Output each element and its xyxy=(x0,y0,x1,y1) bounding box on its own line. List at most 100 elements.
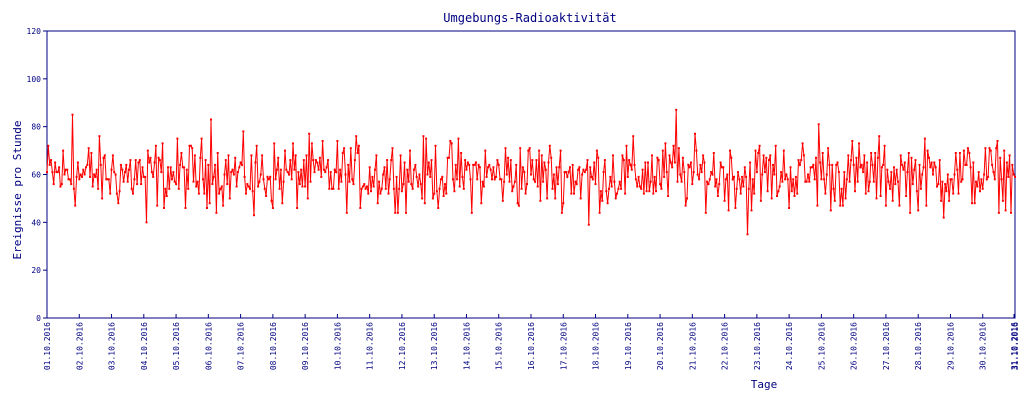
data-point xyxy=(98,135,101,138)
data-point xyxy=(114,173,117,176)
x-tick-label: 14.10.2016 xyxy=(462,322,471,370)
data-point xyxy=(782,149,785,152)
x-tick-label: 03.10.2016 xyxy=(108,322,117,370)
data-point xyxy=(745,175,748,178)
data-point xyxy=(960,180,963,183)
data-point xyxy=(812,163,815,166)
data-point xyxy=(391,147,394,150)
data-point xyxy=(879,195,882,197)
data-point xyxy=(497,163,500,166)
data-point xyxy=(790,190,793,193)
data-point xyxy=(372,185,375,188)
data-point xyxy=(551,187,554,190)
data-point xyxy=(637,175,640,178)
data-point xyxy=(683,171,686,174)
data-point xyxy=(850,159,852,162)
y-tick-label: 40 xyxy=(31,218,41,227)
data-point xyxy=(191,147,194,150)
data-point xyxy=(109,192,112,195)
data-point xyxy=(321,140,324,142)
data-point xyxy=(141,166,144,169)
data-point xyxy=(917,209,920,212)
data-point xyxy=(902,168,905,171)
data-point xyxy=(988,147,991,150)
data-point xyxy=(200,137,203,140)
data-point xyxy=(417,185,420,188)
data-point xyxy=(875,197,878,200)
data-point xyxy=(632,135,635,138)
data-point xyxy=(909,211,912,214)
data-point xyxy=(133,178,136,181)
data-point xyxy=(501,199,504,202)
data-point xyxy=(653,175,656,178)
data-point xyxy=(323,168,325,171)
data-point xyxy=(87,147,90,150)
data-point xyxy=(813,178,816,181)
data-point xyxy=(407,180,410,183)
data-point xyxy=(388,178,391,181)
data-point xyxy=(991,163,994,166)
data-point xyxy=(183,166,186,169)
data-point xyxy=(625,144,628,147)
data-point xyxy=(870,152,873,154)
data-point xyxy=(922,166,925,169)
data-point xyxy=(197,192,200,195)
data-point xyxy=(768,159,770,162)
data-point xyxy=(629,163,632,166)
data-point xyxy=(398,187,401,190)
data-point xyxy=(851,140,854,142)
data-point xyxy=(286,171,289,174)
data-point xyxy=(458,185,461,188)
data-point xyxy=(441,175,444,178)
data-point xyxy=(698,178,701,181)
data-point xyxy=(860,163,863,166)
data-point xyxy=(676,180,679,183)
data-point xyxy=(921,173,924,176)
data-point xyxy=(468,163,471,166)
data-point xyxy=(110,168,113,171)
data-point xyxy=(944,183,947,186)
data-point xyxy=(86,163,89,166)
data-point xyxy=(659,183,662,186)
data-point xyxy=(797,159,800,162)
data-point xyxy=(152,175,155,178)
data-point xyxy=(1005,161,1008,164)
data-point xyxy=(125,163,128,166)
data-point xyxy=(85,166,87,169)
x-tick-label: 19.10.2016 xyxy=(624,322,633,370)
data-point xyxy=(71,113,74,116)
data-point xyxy=(616,192,618,195)
data-point xyxy=(780,171,783,174)
data-point xyxy=(751,178,754,181)
data-point xyxy=(761,173,764,176)
data-point xyxy=(949,178,952,181)
data-point xyxy=(547,161,550,164)
data-point xyxy=(64,168,67,171)
data-point xyxy=(523,171,526,174)
data-point xyxy=(509,159,512,162)
data-point xyxy=(254,161,257,164)
data-point xyxy=(93,173,96,176)
data-point xyxy=(352,183,355,186)
data-point xyxy=(302,159,305,162)
data-point xyxy=(258,180,261,183)
data-point xyxy=(83,173,86,176)
data-point xyxy=(482,185,485,188)
data-point xyxy=(608,187,610,190)
data-point xyxy=(212,175,215,178)
data-point xyxy=(189,144,192,147)
data-point xyxy=(450,142,453,145)
data-point xyxy=(154,144,157,147)
data-point xyxy=(704,211,707,214)
data-point xyxy=(831,163,834,166)
data-point xyxy=(89,175,91,178)
data-point xyxy=(954,152,957,154)
data-point xyxy=(47,144,50,147)
data-point xyxy=(903,161,906,164)
data-point xyxy=(1012,173,1015,176)
y-axis-label: Ereignisse pro Stunde xyxy=(11,120,24,259)
data-point xyxy=(379,192,382,195)
data-point xyxy=(76,161,79,164)
data-point xyxy=(560,211,563,214)
